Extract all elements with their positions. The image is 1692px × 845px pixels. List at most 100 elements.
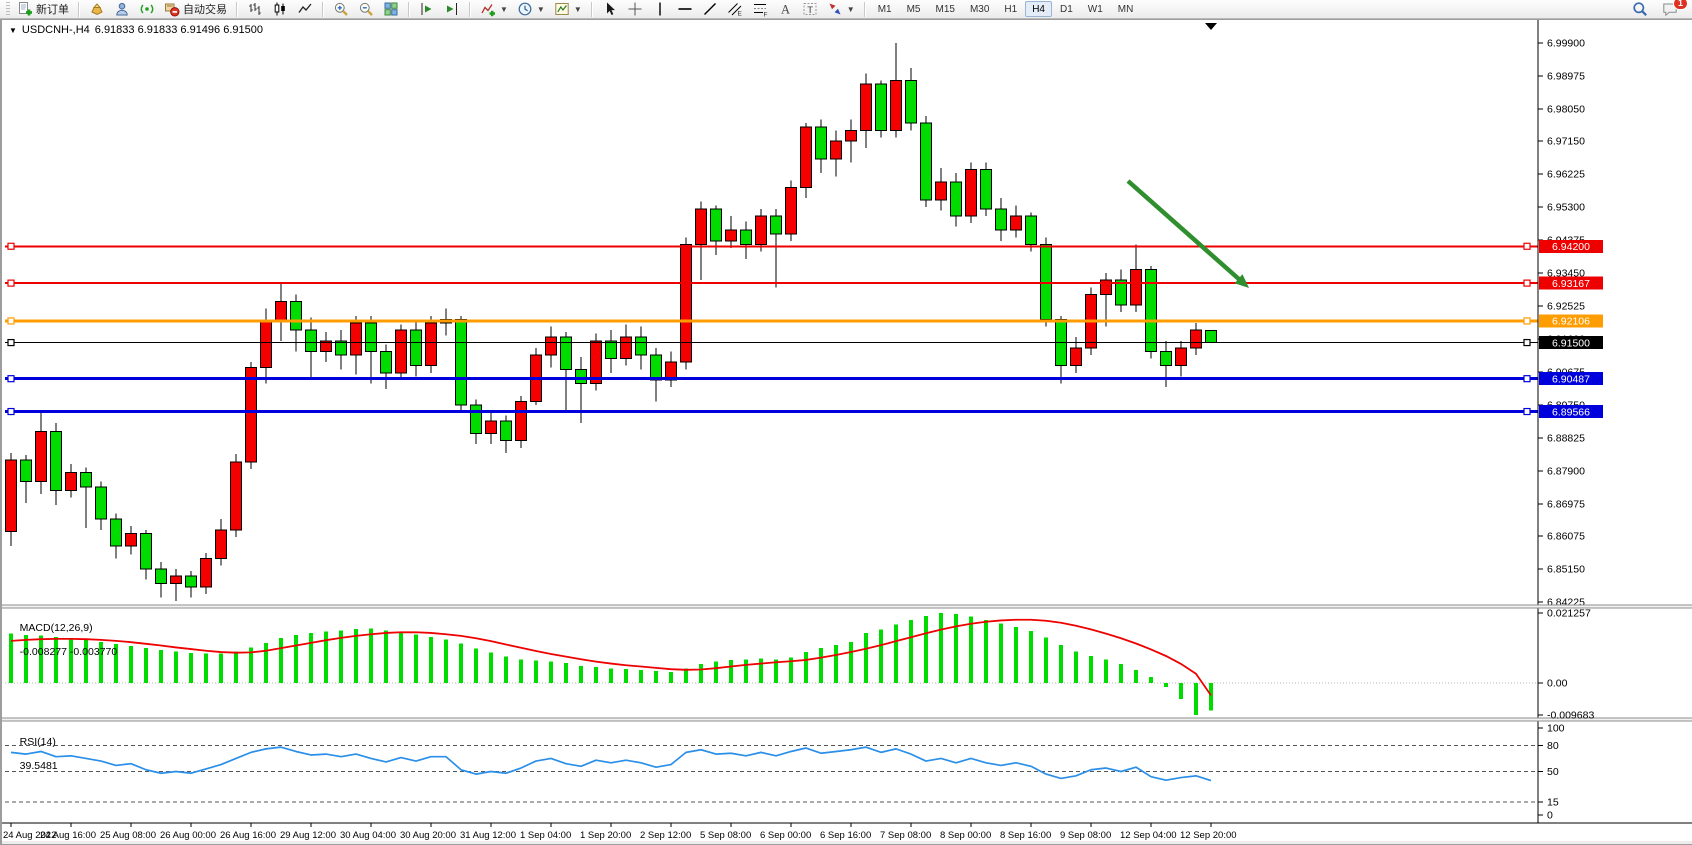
hline-handle[interactable] [7, 242, 15, 250]
candle-body [710, 208, 722, 242]
auto-scroll-button[interactable] [415, 1, 439, 18]
profiles-button[interactable] [110, 1, 134, 18]
candle-body [50, 431, 62, 492]
styles-button[interactable] [85, 1, 109, 18]
line-chart-button[interactable] [293, 1, 317, 18]
symbol-dropdown-icon[interactable]: ▼ [9, 25, 17, 35]
hline-6.94200[interactable] [5, 242, 1538, 250]
candle-chart-button[interactable] [268, 1, 292, 18]
price-axis-panel [1539, 19, 1692, 845]
candle-body [1070, 347, 1082, 367]
periods-button[interactable]: ▼ [513, 1, 549, 18]
search-button[interactable] [1628, 1, 1652, 18]
periods-dropdown-icon[interactable]: ▼ [536, 4, 545, 14]
hline-handle[interactable] [1523, 279, 1531, 287]
zoom-out-button[interactable] [354, 1, 378, 18]
toolbar-separator [322, 1, 324, 17]
candle-body [1100, 279, 1112, 295]
hline-6.93167[interactable] [5, 279, 1538, 287]
candle-body [635, 336, 647, 356]
notifications-button[interactable]: 1 [1658, 0, 1688, 18]
hline-handle[interactable] [1523, 317, 1531, 325]
candle-body [1115, 279, 1127, 306]
candle-body [1040, 243, 1052, 320]
timeframe-m15-button[interactable]: M15 [935, 4, 955, 15]
timeframe-m1-button[interactable]: M1 [877, 4, 892, 15]
tile-windows-button[interactable] [379, 1, 403, 18]
sounds-button[interactable] [135, 1, 159, 18]
timeframe-m5-button[interactable]: M5 [906, 4, 921, 15]
date-label: 30 Aug 04:00 [340, 830, 396, 841]
candlestick-series [5, 43, 1217, 602]
timeframe-h1-button[interactable]: H1 [1004, 4, 1018, 15]
fibonacci-button[interactable]: F [748, 1, 772, 18]
hline-handle[interactable] [1523, 338, 1531, 347]
horizontal-line-button[interactable] [673, 1, 697, 18]
chart-shift-button[interactable] [440, 1, 464, 18]
text-label-button[interactable]: T [798, 1, 822, 18]
indicators-icon [481, 4, 495, 17]
new-order-button[interactable]: 新订单 [13, 1, 73, 18]
trendline-button[interactable] [698, 1, 722, 18]
hline-handle[interactable] [1523, 242, 1531, 250]
arrows-button[interactable]: ▼ [823, 1, 859, 18]
line-chart-icon [298, 3, 312, 13]
equidistant-channel-button[interactable]: E [723, 1, 747, 18]
hline-handle[interactable] [7, 279, 15, 287]
timeframe-h4-button[interactable]: H4 [1025, 1, 1052, 17]
hline-6.92106[interactable] [5, 317, 1538, 325]
hline-6.90487[interactable] [5, 375, 1538, 383]
hline-6.91500[interactable] [5, 338, 1538, 347]
candle-body [140, 532, 152, 570]
date-label: 6 Sep 00:00 [760, 830, 811, 841]
toolbar-grip[interactable] [6, 1, 10, 17]
candle-body [1205, 330, 1217, 344]
candle-body [155, 568, 167, 584]
hline-handle[interactable] [1523, 375, 1531, 383]
price-badge-6.89566: 6.89566 [1539, 405, 1603, 418]
sounds-icon [140, 4, 154, 14]
hline-handle[interactable] [7, 407, 15, 416]
chart-shift-marker[interactable] [1205, 23, 1217, 30]
zoom-in-button[interactable] [329, 1, 353, 18]
svg-text:0.00: 0.00 [1547, 678, 1568, 690]
candle-body [20, 459, 32, 483]
bar-chart-button[interactable] [243, 1, 267, 18]
hline-handle[interactable] [7, 317, 15, 325]
crosshair-button[interactable] [623, 1, 647, 18]
hline-handle[interactable] [7, 375, 15, 383]
text-button[interactable]: A [773, 1, 797, 18]
templates-dropdown-icon[interactable]: ▼ [573, 4, 582, 14]
auto-trading-button[interactable]: 自动交易 [160, 1, 231, 18]
panel-separator-1[interactable] [1, 604, 1692, 609]
price-badge-6.91500: 6.91500 [1539, 336, 1603, 349]
candle-body [185, 575, 197, 588]
indicators-dropdown-icon[interactable]: ▼ [500, 4, 508, 14]
panel-separator-2[interactable] [1, 717, 1692, 722]
timeframe-w1-button[interactable]: W1 [1087, 4, 1103, 15]
timeframe-m30-button[interactable]: M30 [969, 4, 990, 15]
hline-handle[interactable] [1523, 407, 1531, 416]
chart-canvas[interactable]: 6.99900 6.98975 6.98050 6.97150 6.96225 6.953… [1, 19, 1692, 845]
arrows-dropdown-icon[interactable]: ▼ [846, 4, 855, 14]
svg-text:6.92525: 6.92525 [1547, 301, 1585, 313]
timeframe-d1-button[interactable]: D1 [1060, 4, 1073, 15]
hline-handle[interactable] [7, 338, 15, 347]
candle-body [830, 140, 842, 160]
vertical-line-button[interactable] [648, 1, 672, 18]
timeframe-mn-button[interactable]: MN [1117, 4, 1134, 15]
chart-quote-ohlc: 6.91833 6.91833 6.91496 6.91500 [94, 24, 263, 36]
svg-text:6.89566: 6.89566 [1552, 406, 1590, 418]
toolbar-separator [78, 1, 80, 17]
cursor-button[interactable] [598, 1, 622, 18]
trend-arrow-annotation[interactable] [1126, 179, 1249, 288]
profiles-icon [116, 2, 128, 16]
hline-6.89566[interactable] [5, 407, 1538, 416]
indicators-button[interactable]: ▼ [476, 1, 512, 18]
svg-text:6.93167: 6.93167 [1552, 278, 1590, 290]
candle-body [1175, 347, 1187, 367]
candle-body [410, 329, 422, 367]
templates-button[interactable]: ▼ [550, 1, 586, 18]
candle-body [575, 368, 587, 385]
svg-text:F: F [763, 12, 767, 18]
